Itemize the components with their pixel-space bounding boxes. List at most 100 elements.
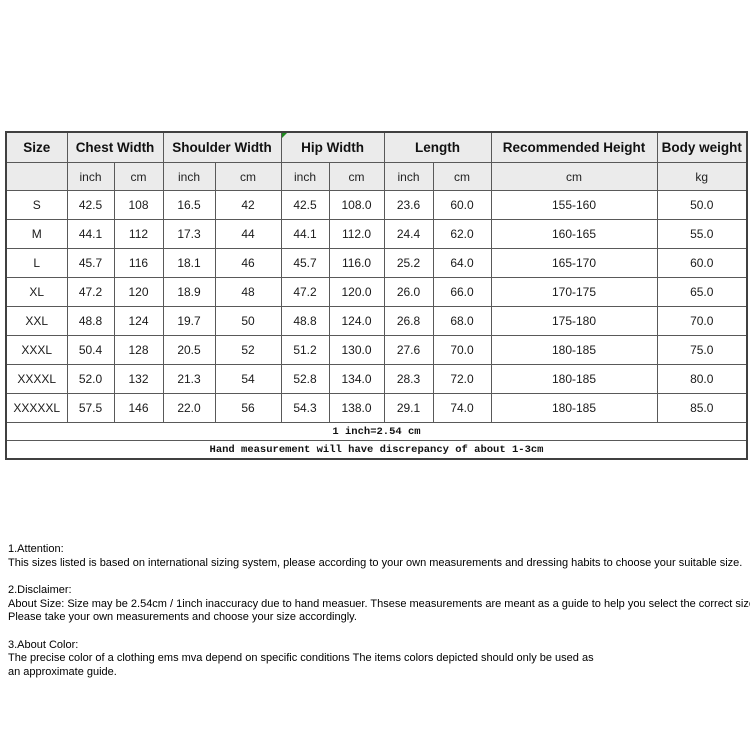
measurement-cell: 28.3 xyxy=(383,364,434,394)
section-heading: 1.Attention: xyxy=(8,543,64,555)
measurement-cell: 44.1 xyxy=(66,219,115,249)
measurement-cell: 44.1 xyxy=(280,219,330,249)
section-about-color: 3.About Color: The precise color of a cl… xyxy=(8,639,750,680)
notes-block: 1.Attention: This sizes listed is based … xyxy=(8,543,750,693)
measurement-cell: 130.0 xyxy=(328,335,385,365)
measurement-cell: 74.0 xyxy=(432,393,492,423)
unit-header-cm: cm xyxy=(214,162,282,191)
measurement-cell: 50 xyxy=(214,306,282,336)
measurement-cell: 42.5 xyxy=(280,190,330,220)
measurement-cell: 70.0 xyxy=(432,335,492,365)
table-body: S 42.5 108 16.5 42 42.5 108.0 23.6 60.0 155-160 50… xyxy=(5,190,748,423)
measurement-cell: 108 xyxy=(113,190,164,220)
measurement-cell: 165-170 xyxy=(490,248,658,278)
table-header-row: Size Chest Width Shoulder Width Hip Width Le… xyxy=(5,131,748,163)
size-chart-table: Size Chest Width Shoulder Width Hip Width Le… xyxy=(5,131,749,460)
measurement-cell: 25.2 xyxy=(383,248,434,278)
green-corner-marker xyxy=(282,133,287,138)
unit-header-inch: inch xyxy=(66,162,115,191)
measurement-cell: 52 xyxy=(214,335,282,365)
measurement-cell: 57.5 xyxy=(66,393,115,423)
measurement-cell: 17.3 xyxy=(162,219,216,249)
measurement-cell: 146 xyxy=(113,393,164,423)
measurement-cell: 19.7 xyxy=(162,306,216,336)
measurement-cell: 120 xyxy=(113,277,164,307)
measurement-cell: 54 xyxy=(214,364,282,394)
measurement-cell: 47.2 xyxy=(66,277,115,307)
size-label: XL xyxy=(5,277,68,307)
size-label: XXXXXL xyxy=(5,393,68,423)
measurement-cell: 180-185 xyxy=(490,364,658,394)
measurement-cell: 85.0 xyxy=(656,393,748,423)
measurement-cell: 180-185 xyxy=(490,393,658,423)
measurement-cell: 116 xyxy=(113,248,164,278)
column-header-chest-width: Chest Width xyxy=(66,131,164,163)
measurement-cell: 16.5 xyxy=(162,190,216,220)
measurement-cell: 44 xyxy=(214,219,282,249)
measurement-cell: 134.0 xyxy=(328,364,385,394)
measurement-cell: 51.2 xyxy=(280,335,330,365)
size-label: M xyxy=(5,219,68,249)
size-row-s: S 42.5 108 16.5 42 42.5 108.0 23.6 60.0 155-160 50… xyxy=(5,190,748,220)
note-text: 1 inch=2.54 cm xyxy=(5,422,748,441)
measurement-cell: 138.0 xyxy=(328,393,385,423)
section-heading: 2.Disclaimer: xyxy=(8,584,72,596)
measurement-cell: 46 xyxy=(214,248,282,278)
measurement-cell: 29.1 xyxy=(383,393,434,423)
measurement-cell: 24.4 xyxy=(383,219,434,249)
note-row: 1 inch=2.54 cm xyxy=(5,422,748,441)
measurement-cell: 124.0 xyxy=(328,306,385,336)
measurement-cell: 20.5 xyxy=(162,335,216,365)
measurement-cell: 160-165 xyxy=(490,219,658,249)
measurement-cell: 62.0 xyxy=(432,219,492,249)
measurement-cell: 21.3 xyxy=(162,364,216,394)
section-attention: 1.Attention: This sizes listed is based … xyxy=(8,543,750,570)
unit-header-cm: cm xyxy=(490,162,658,191)
section-line: This sizes listed is based on internatio… xyxy=(8,556,743,569)
measurement-cell: 80.0 xyxy=(656,364,748,394)
unit-header-cm: cm xyxy=(328,162,385,191)
measurement-cell: 42 xyxy=(214,190,282,220)
measurement-cell: 52.8 xyxy=(280,364,330,394)
unit-header-kg: kg xyxy=(656,162,748,191)
measurement-cell: 50.0 xyxy=(656,190,748,220)
section-line: About Size: Size may be 2.54cm / 1inch i… xyxy=(8,597,750,610)
column-header-shoulder-width: Shoulder Width xyxy=(162,131,282,163)
measurement-cell: 112 xyxy=(113,219,164,249)
measurement-cell: 66.0 xyxy=(432,277,492,307)
size-label: XXXXL xyxy=(5,364,68,394)
measurement-cell: 42.5 xyxy=(66,190,115,220)
measurement-cell: 170-175 xyxy=(490,277,658,307)
size-row-l: L 45.7 116 18.1 46 45.7 116.0 25.2 64.0 165-170 60… xyxy=(5,248,748,278)
size-row-xxxxxl: XXXXXL 57.5 146 22.0 56 54.3 138.0 29.1 74.0 180-… xyxy=(5,393,748,423)
section-line: an approximate guide. xyxy=(8,665,117,678)
measurement-cell: 112.0 xyxy=(328,219,385,249)
table-unit-row: inch cm inch cm inch cm inch cm cm kg xyxy=(5,162,748,191)
size-label: S xyxy=(5,190,68,220)
table-footer: 1 inch=2.54 cm Hand measurement will have… xyxy=(5,422,748,460)
measurement-cell: 116.0 xyxy=(328,248,385,278)
measurement-cell: 18.1 xyxy=(162,248,216,278)
measurement-cell: 155-160 xyxy=(490,190,658,220)
measurement-cell: 132 xyxy=(113,364,164,394)
measurement-cell: 175-180 xyxy=(490,306,658,336)
unit-header-cm: cm xyxy=(113,162,164,191)
measurement-cell: 70.0 xyxy=(656,306,748,336)
section-line: The precise color of a clothing ems mva … xyxy=(8,652,594,664)
section-line: Please take your own measurements and ch… xyxy=(8,611,357,623)
note-text: Hand measurement will have discrepancy o… xyxy=(5,440,748,460)
measurement-cell: 18.9 xyxy=(162,277,216,307)
measurement-cell: 60.0 xyxy=(432,190,492,220)
note-row: Hand measurement will have discrepancy o… xyxy=(5,440,748,460)
measurement-cell: 124 xyxy=(113,306,164,336)
size-label: XXL xyxy=(5,306,68,336)
section-disclaimer: 2.Disclaimer: About Size: Size may be 2.… xyxy=(8,584,750,625)
measurement-cell: 48 xyxy=(214,277,282,307)
measurement-cell: 27.6 xyxy=(383,335,434,365)
unit-header-inch: inch xyxy=(280,162,330,191)
measurement-cell: 128 xyxy=(113,335,164,365)
measurement-cell: 48.8 xyxy=(66,306,115,336)
measurement-cell: 54.3 xyxy=(280,393,330,423)
measurement-cell: 75.0 xyxy=(656,335,748,365)
measurement-cell: 45.7 xyxy=(280,248,330,278)
